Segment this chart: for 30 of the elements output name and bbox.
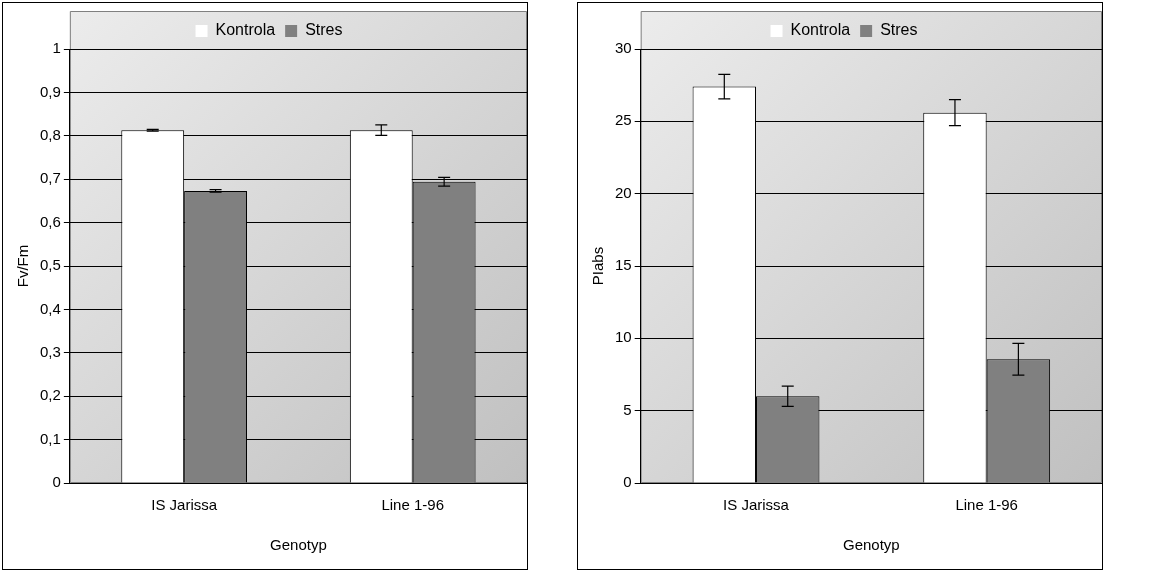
y-tick-label: 15 [615,256,632,274]
legend-label: Kontrola [790,21,851,39]
x-tick-label: Line 1-96 [381,496,444,514]
x-tick-label: Line 1-96 [955,496,1018,514]
y-tick-label: 0 [52,473,61,491]
y-tick-label: 0,2 [39,386,61,404]
y-tick-label: 20 [615,183,632,201]
legend-label: Kontrola [215,21,276,39]
y-tick-label: 10 [615,328,632,346]
y-tick-label: 0,5 [39,256,61,274]
legend-label: Stres [880,21,918,39]
x-axis-title: Genotyp [270,536,327,554]
y-tick-label: 25 [615,111,632,129]
x-tick-label: IS Jarissa [723,496,790,514]
y-tick-label: 0,6 [39,212,61,230]
x-tick-label: IS Jarissa [151,496,218,514]
y-tick-label: 30 [615,39,632,57]
y-tick-label: 5 [623,400,632,418]
y-tick-label: 1 [52,39,61,57]
y-tick-label: 0,1 [39,429,61,447]
y-tick-label: 0,7 [39,169,61,187]
legend-label: Stres [305,21,343,39]
y-tick-label: 0,9 [39,82,61,100]
y-axis-title: PIabs [589,246,607,286]
y-axis-title: Fv/Fm [14,244,32,288]
y-tick-label: 0,3 [39,342,61,360]
y-tick-label: 0,8 [39,125,61,143]
x-axis-title: Genotyp [842,536,900,554]
y-tick-label: 0,4 [39,299,61,317]
y-tick-label: 0 [623,473,632,491]
